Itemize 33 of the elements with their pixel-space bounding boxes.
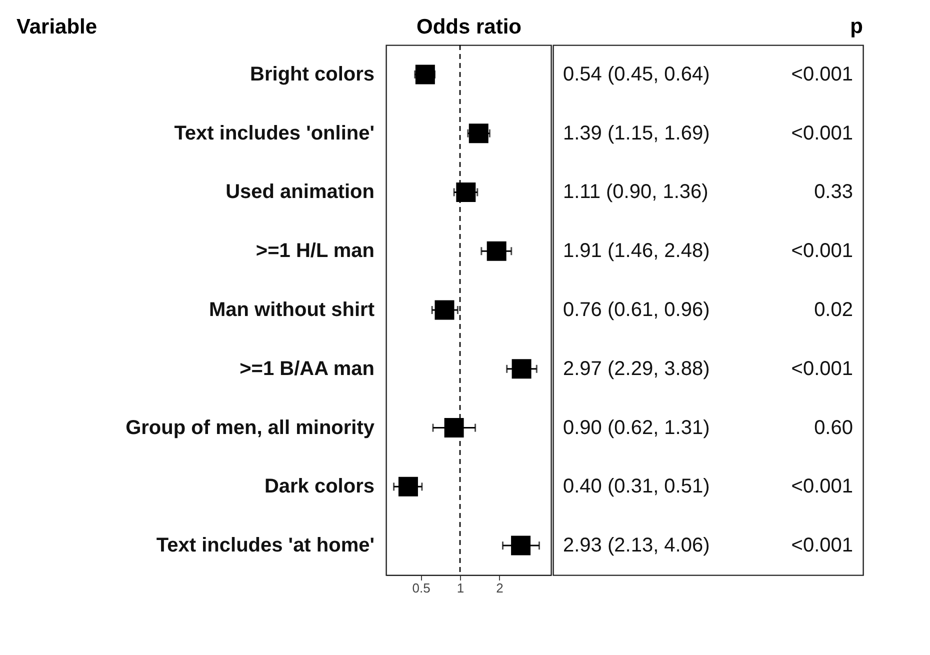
text: <0.001 bbox=[791, 240, 853, 262]
text: 0.33 bbox=[814, 181, 853, 204]
data-label: 0.54 (0.45, 0.64) bbox=[563, 63, 710, 86]
text: 0.02 bbox=[814, 299, 853, 321]
y-axis-title: Variable bbox=[16, 16, 98, 38]
text: 0.60 bbox=[814, 416, 853, 439]
text: <0.001 bbox=[791, 476, 853, 498]
data-label: 0.90 (0.62, 1.31) bbox=[563, 416, 710, 439]
y-tick-label: Dark colors bbox=[264, 476, 374, 498]
x-tick-label: 2 bbox=[496, 580, 504, 596]
data-label: 2.93 (2.13, 4.06) bbox=[563, 534, 710, 557]
data-label: 1.11 (0.90, 1.36) bbox=[563, 181, 708, 204]
y-tick-label: >=1 H/L man bbox=[256, 240, 374, 262]
y-tick-label: >=1 B/AA man bbox=[240, 358, 374, 380]
y-tick-label: Used animation bbox=[226, 181, 374, 204]
data-label: 0.40 (0.31, 0.51) bbox=[563, 476, 710, 498]
data-label: 1.91 (1.46, 2.48) bbox=[563, 240, 710, 262]
y-tick-label: Text includes 'online' bbox=[174, 122, 374, 144]
x-axis-title: Odds ratio bbox=[416, 16, 522, 38]
text: <0.001 bbox=[791, 358, 853, 380]
y-tick-label: Bright colors bbox=[250, 63, 374, 86]
text: p bbox=[850, 15, 863, 38]
text: <0.001 bbox=[791, 63, 853, 86]
y-tick-label: Group of men, all minority bbox=[126, 416, 376, 439]
x-tick-label: 1 bbox=[456, 580, 464, 596]
text: <0.001 bbox=[791, 122, 853, 144]
y-tick-label: Man without shirt bbox=[208, 299, 375, 321]
data-label: 1.39 (1.15, 1.69) bbox=[563, 122, 710, 144]
y-tick-label: Text includes 'at home' bbox=[156, 534, 374, 557]
text: <0.001 bbox=[791, 534, 853, 557]
data-label: 0.76 (0.61, 0.96) bbox=[563, 299, 710, 321]
x-tick-label: 0.5 bbox=[412, 580, 430, 596]
data-label: 2.97 (2.29, 3.88) bbox=[563, 358, 710, 380]
